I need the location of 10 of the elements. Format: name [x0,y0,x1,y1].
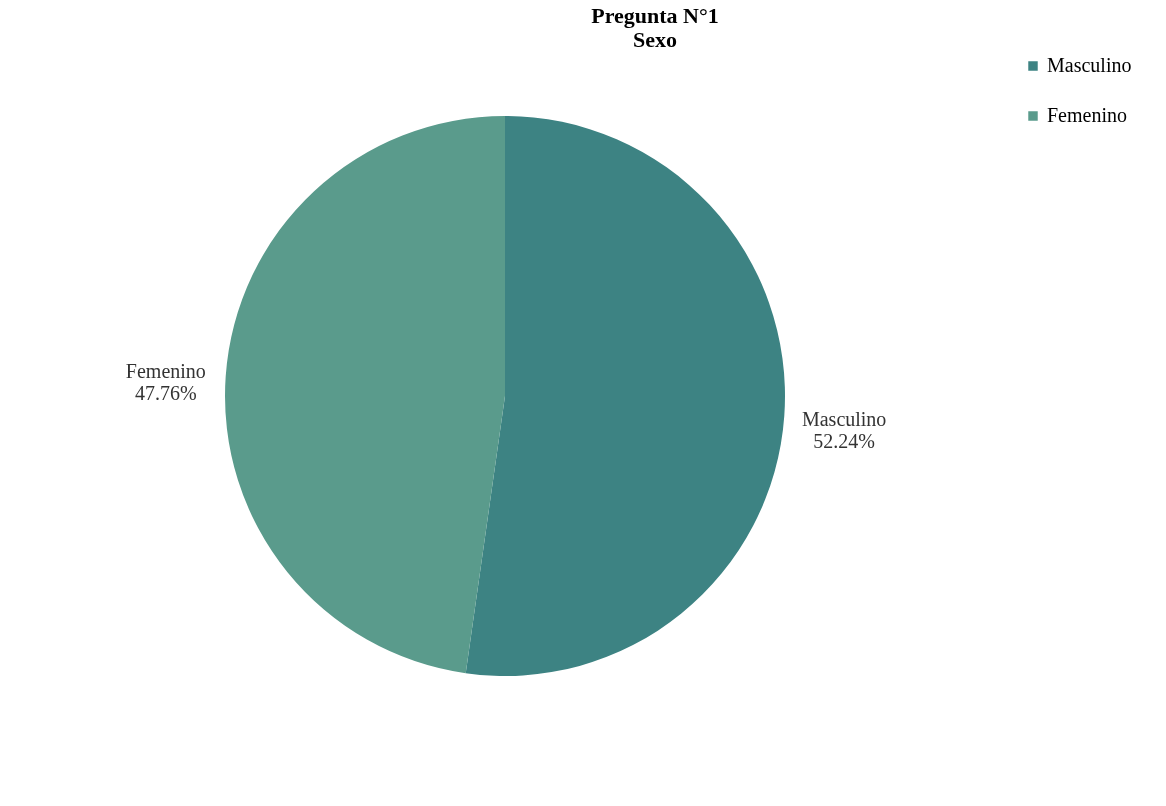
text: Sexo [633,27,677,52]
pie-slice [465,116,785,676]
text: Pregunta N°1 [591,3,719,28]
data-label: 52.24% [813,429,875,452]
slice-label: Masculino [801,407,887,430]
legend-label: Masculino [1047,54,1132,76]
pie-slice [225,116,505,674]
slice-label: Femenino [125,360,206,383]
legend-label: Femenino [1047,104,1127,126]
data-label: 47.76% [135,382,197,405]
